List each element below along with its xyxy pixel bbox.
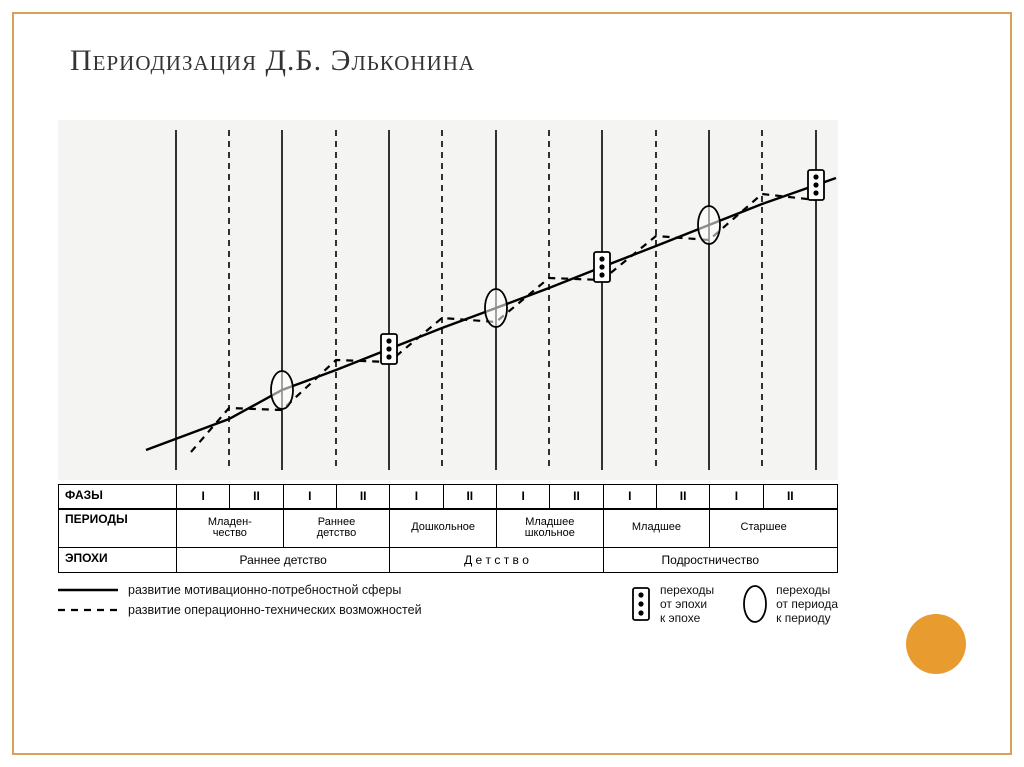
table-header: ЭПОХИ	[59, 548, 177, 572]
table-cell: I	[177, 485, 230, 509]
legend-epoch: переходы от эпохи к эпохе	[660, 583, 714, 625]
table-cell: Младшее школьное	[497, 509, 604, 547]
table-cell: I	[390, 485, 443, 509]
legend-dashed: развитие операционно-технических возможн…	[128, 603, 422, 617]
table-cell: II	[337, 485, 390, 509]
table-header: ПЕРИОДЫ	[59, 509, 177, 547]
table-cell: Подростничество	[604, 548, 817, 572]
table-header: ФАЗЫ	[59, 485, 177, 509]
legend: развитие мотивационно-потребностной сфер…	[58, 583, 838, 625]
table-cell: II	[764, 485, 817, 509]
table-cell: II	[550, 485, 603, 509]
table-cell: Раннее детство	[177, 548, 390, 572]
table-cell: Раннее детство	[284, 509, 391, 547]
table-cell: II	[230, 485, 283, 509]
table-cell: I	[604, 485, 657, 509]
table-cell: Младен- чество	[177, 509, 284, 547]
table-cell: II	[657, 485, 710, 509]
table-cell: II	[444, 485, 497, 509]
table-cell: I	[710, 485, 763, 509]
table-cell: Младшее	[604, 509, 711, 547]
table-cell: I	[284, 485, 337, 509]
table-cell: Д е т с т в о	[390, 548, 603, 572]
table-cell: Дошкольное	[390, 509, 497, 547]
legend-solid: развитие мотивационно-потребностной сфер…	[128, 583, 401, 597]
accent-dot	[906, 614, 966, 674]
diagram-svg	[58, 120, 838, 480]
legend-period: переходы от периода к периоду	[776, 583, 838, 625]
table-cell: I	[497, 485, 550, 509]
slide-title: Периодизация Д.Б. Эльконина	[70, 44, 475, 78]
table-cell: Старшее	[710, 509, 817, 547]
diagram: ФАЗЫIIIIIIIIIIIIIIIIIIПЕРИОДЫМладен- чес…	[58, 120, 838, 644]
periods-table: ФАЗЫIIIIIIIIIIIIIIIIIIПЕРИОДЫМладен- чес…	[58, 484, 838, 573]
